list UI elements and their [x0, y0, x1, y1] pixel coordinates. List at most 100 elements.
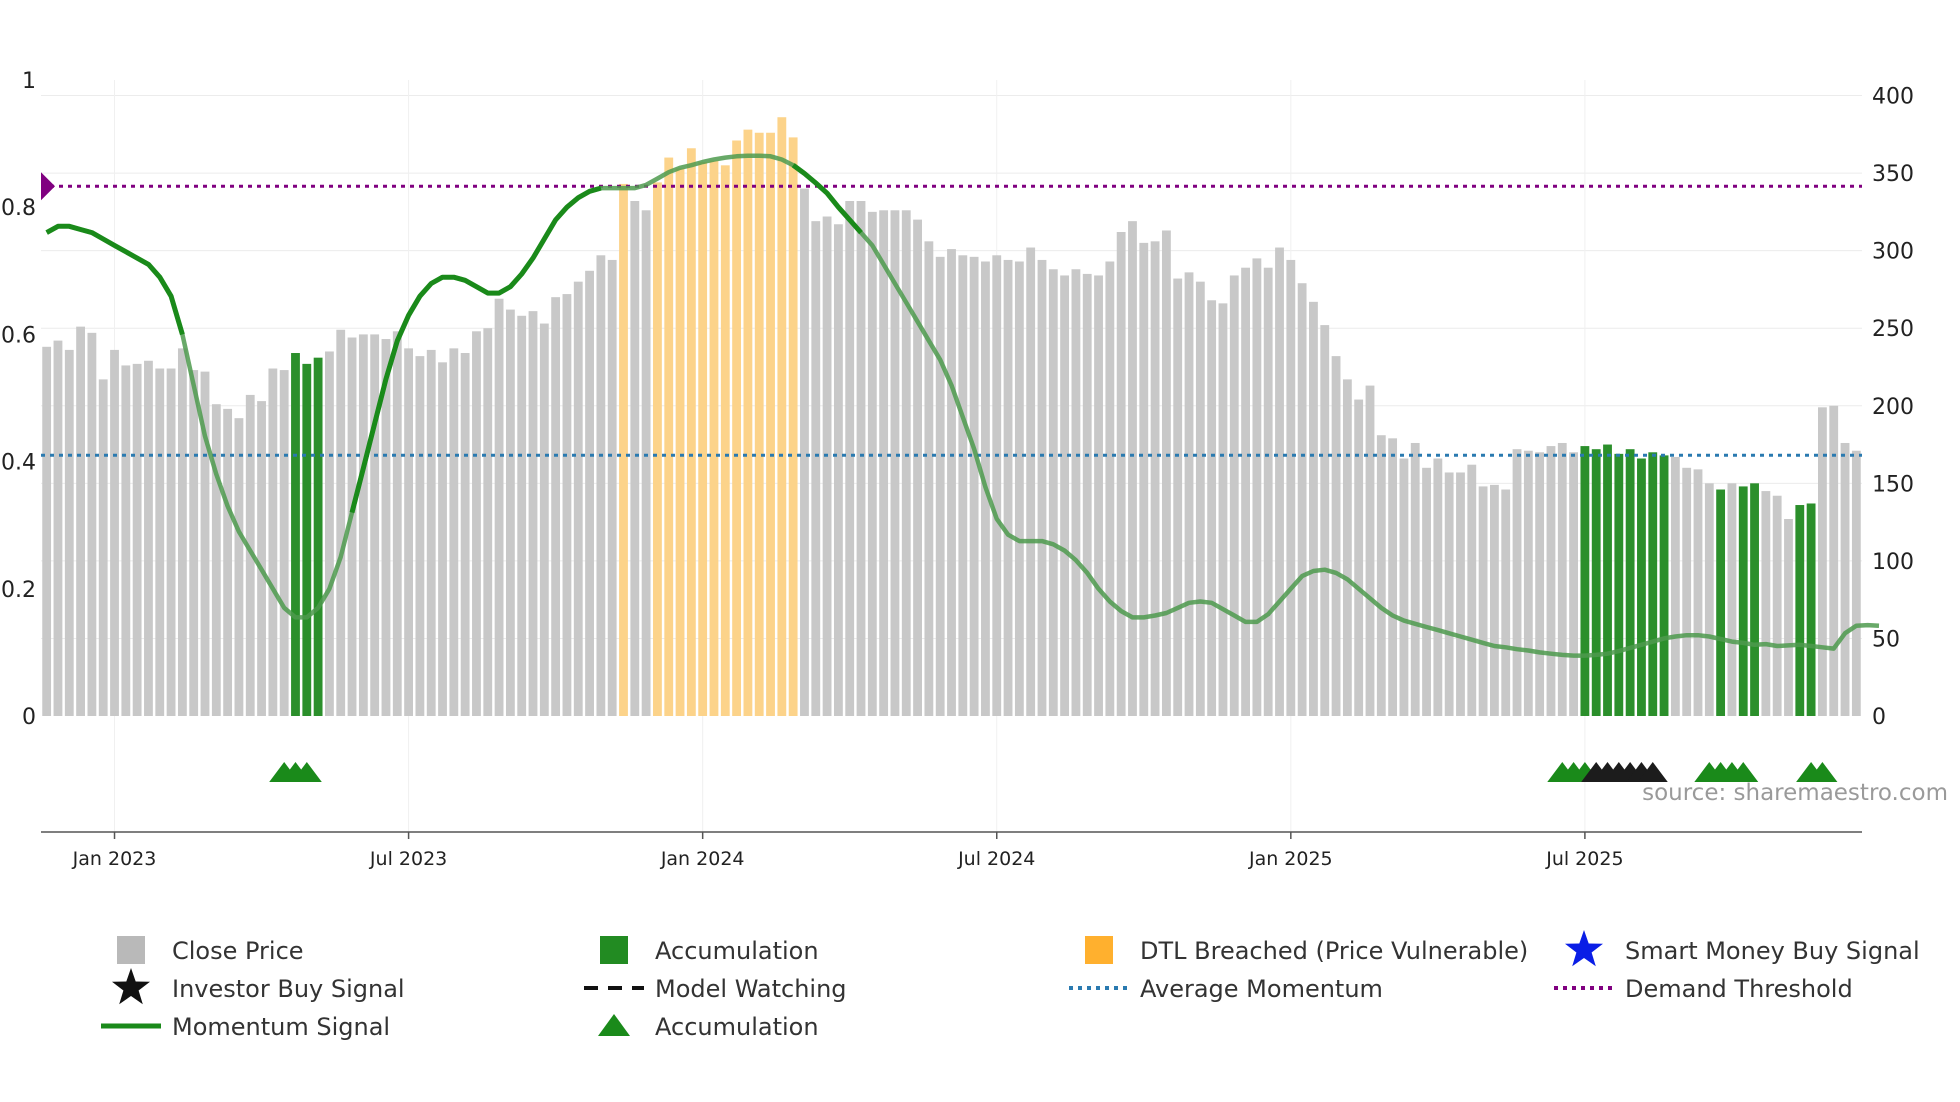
x-tick-label: Jul 2025: [1545, 848, 1623, 870]
close-price-bar: [1388, 438, 1398, 716]
accumulation-bar: [1648, 452, 1658, 716]
close-price-bar: [257, 401, 266, 716]
close-price-bar: [1365, 385, 1375, 716]
close-price-bar: [833, 224, 843, 716]
close-price-bar: [1851, 450, 1861, 716]
accumulation-marker: [1728, 762, 1759, 782]
accumulation-bar: [1659, 455, 1669, 716]
legend-swatch: [1085, 936, 1113, 964]
close-price-bar: [1670, 456, 1680, 716]
dtl-breached-bar: [766, 132, 775, 717]
dtl-breached-bar: [754, 132, 764, 717]
close-price-bar: [562, 294, 572, 716]
left-tick-label: 0.2: [1, 578, 36, 603]
close-price-bar: [1105, 261, 1115, 716]
close-price-bar: [1275, 247, 1284, 716]
close-price-bar: [1478, 486, 1488, 716]
close-price-bar: [121, 365, 131, 716]
legend-star-icon: [1565, 930, 1603, 967]
accumulation-bar: [313, 357, 323, 716]
dtl-breached-bar: [698, 162, 708, 717]
left-tick-label: 0.6: [1, 323, 36, 348]
close-price-bar: [42, 346, 52, 716]
close-price-bar: [268, 368, 278, 716]
close-price-bar: [1003, 259, 1013, 716]
right-axis: 0 50 100 150 200 250 300 350 400: [1872, 85, 1914, 730]
legend-label: Smart Money Buy Signal: [1625, 937, 1920, 965]
close-price-bar: [539, 323, 549, 716]
accumulation-bar: [1603, 444, 1612, 716]
legend: Close Price Accumulation DTL Breached (Pri…: [101, 930, 1920, 1041]
close-price-bar: [1094, 275, 1103, 716]
dtl-breached-bar: [653, 182, 662, 716]
left-axis: 0 0.2 0.4 0.6 0.8 1: [1, 69, 36, 730]
momentum-signal-strong: [349, 185, 602, 514]
close-price-bar: [947, 249, 956, 716]
close-price-bar: [505, 309, 515, 716]
close-price-bar: [1422, 467, 1431, 716]
close-price-bar: [517, 315, 527, 716]
close-price-bar: [1071, 269, 1081, 716]
price-bars: [42, 117, 1861, 717]
close-price-bar: [1761, 491, 1771, 716]
close-price-bar: [1037, 259, 1047, 716]
close-price-bar: [1410, 442, 1420, 716]
close-price-bar: [1376, 435, 1386, 716]
legend-swatch: [600, 936, 628, 964]
close-price-bar: [223, 408, 233, 716]
right-tick-label: 250: [1872, 317, 1914, 342]
close-price-bar: [890, 210, 900, 717]
legend-label: Accumulation: [655, 1013, 819, 1041]
close-price-bar: [1704, 483, 1714, 716]
x-tick-label: Jan 2024: [660, 848, 745, 870]
close-price-bar: [1489, 484, 1499, 716]
close-price-bar: [528, 311, 538, 716]
right-tick-label: 100: [1872, 550, 1914, 575]
close-price-bar: [1829, 405, 1839, 716]
close-price-bar: [935, 256, 945, 716]
close-price-bar: [845, 200, 855, 716]
close-price-bar: [1682, 467, 1692, 716]
close-price-bar: [1195, 281, 1205, 716]
close-price-bar: [958, 255, 968, 716]
close-price-bar: [1320, 325, 1330, 716]
accumulation-bar: [1614, 453, 1624, 716]
close-price-bar: [1184, 272, 1194, 716]
x-axis: Jan 2023 Jul 2023 Jan 2024 Jul 2024 Jan 2025…: [72, 832, 1624, 870]
right-tick-label: 150: [1872, 472, 1914, 497]
close-price-bar: [1467, 464, 1477, 716]
x-tick-label: Jul 2023: [369, 848, 447, 870]
close-price-bar: [1218, 303, 1228, 716]
close-price-bar: [110, 349, 119, 716]
close-price-bar: [1263, 267, 1273, 716]
close-price-bar: [596, 255, 606, 716]
close-price-bar: [211, 404, 221, 716]
close-price-bar: [177, 348, 187, 716]
x-tick-label: Jan 2025: [1248, 848, 1333, 870]
right-tick-label: 50: [1872, 627, 1900, 652]
accumulation-bar: [1750, 483, 1759, 716]
accumulation-bar: [1738, 486, 1748, 716]
dtl-breached-bar: [720, 165, 730, 716]
accumulation-marker: [291, 762, 322, 782]
legend-label: Investor Buy Signal: [172, 975, 405, 1003]
close-price-bar: [641, 210, 651, 717]
close-price-bar: [144, 360, 153, 716]
close-price-bar: [98, 379, 108, 716]
close-price-bar: [392, 331, 402, 716]
dtl-breached-bar: [619, 183, 628, 716]
close-price-bar: [1433, 458, 1443, 716]
right-tick-label: 400: [1872, 85, 1914, 110]
close-price-bar: [1286, 259, 1296, 716]
close-price-bar: [483, 328, 493, 716]
dtl-breached-bar: [664, 157, 674, 716]
legend-triangle-icon: [598, 1014, 630, 1036]
momentum-signal-strong: [45, 223, 185, 336]
close-price-bar: [630, 200, 640, 716]
accumulation-bar: [1580, 446, 1590, 716]
close-price-bar: [189, 370, 199, 716]
left-tick-label: 1: [22, 69, 36, 94]
legend-label: Demand Threshold: [1625, 975, 1853, 1003]
close-price-bar: [1241, 267, 1250, 716]
